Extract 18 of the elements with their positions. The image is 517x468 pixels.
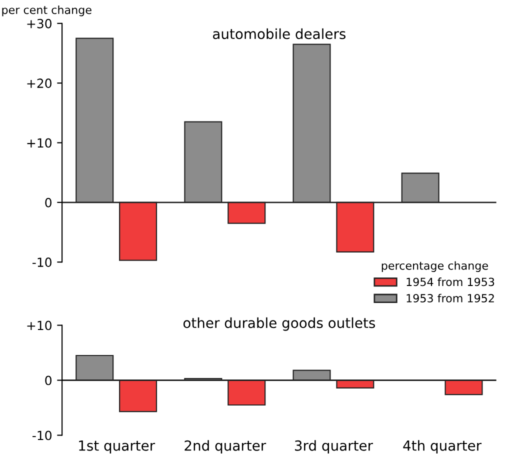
legend-label: 1953 from 1952 xyxy=(406,294,494,302)
y-axis-title: per cent change xyxy=(2,5,92,16)
y-tick-label: +10 xyxy=(27,138,52,148)
y-tick-label: +30 xyxy=(27,18,52,28)
chart-title: other durable goods outlets xyxy=(183,317,375,331)
x-tick-label: 1st quarter xyxy=(79,440,156,454)
legend-label: 1954 from 1953 xyxy=(406,278,494,286)
x-tick-label: 4th quarter xyxy=(403,440,482,454)
y-tick-label: -10 xyxy=(32,430,52,440)
y-tick-label: 0 xyxy=(45,376,52,386)
x-tick-label: 2nd quarter xyxy=(184,440,266,454)
x-tick-label: 3rd quarter xyxy=(294,440,373,454)
chart-title: automobile dealers xyxy=(213,28,346,40)
y-tick-label: +20 xyxy=(27,78,52,88)
legend-title: percentage change xyxy=(382,261,488,272)
y-tick-label: 0 xyxy=(45,198,52,208)
y-tick-label: -10 xyxy=(32,258,52,268)
y-tick-label: +10 xyxy=(27,320,52,330)
